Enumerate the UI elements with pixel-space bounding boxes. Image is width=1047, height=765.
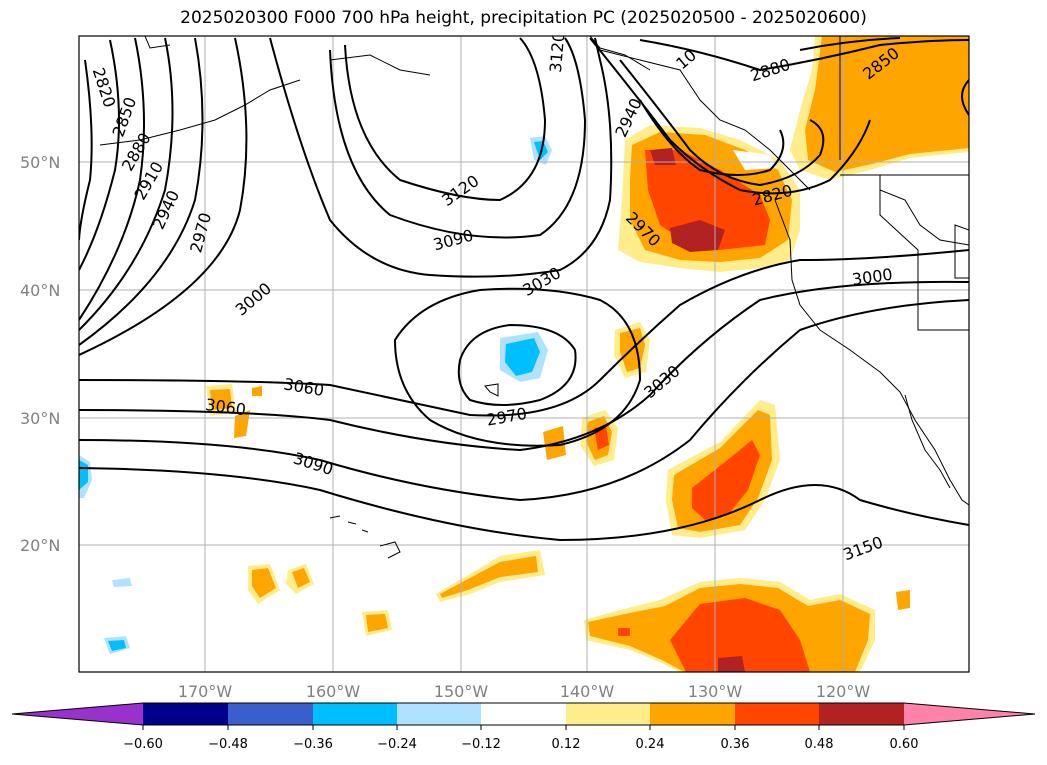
contour-label: 3120 (546, 31, 568, 73)
colorbar-tick-label: −0.48 (208, 737, 248, 752)
colorbar-tick-label: 0.12 (552, 737, 581, 752)
colorbar-swatch (650, 703, 735, 725)
height-contours (79, 37, 969, 542)
colorbar-tick-label: 0.36 (721, 737, 750, 752)
plot-frame (78, 35, 970, 673)
colorbar-swatch (228, 703, 313, 725)
lon-tick-label: 170°W (178, 682, 233, 701)
colorbar-swatch (735, 703, 819, 725)
lon-tick-label: 120°W (816, 682, 871, 701)
lat-tick-labels: 50°N 40°N 30°N 20°N (20, 153, 60, 555)
lon-tick-label: 130°W (688, 682, 743, 701)
lat-tick-label: 40°N (20, 281, 60, 300)
lon-tick-label: 150°W (434, 682, 489, 701)
lat-tick-label: 20°N (20, 536, 60, 555)
lon-tick-label: 160°W (306, 682, 361, 701)
colorbar: −0.60 −0.48 −0.36 −0.24 −0.12 0.12 0.24 … (11, 702, 1036, 752)
gridlines (79, 36, 969, 672)
lon-tick-labels: 170°W 160°W 150°W 140°W 130°W 120°W (178, 682, 871, 701)
colorbar-tick-label: −0.24 (377, 737, 417, 752)
colorbar-swatch (143, 703, 228, 725)
lat-tick-label: 50°N (20, 153, 60, 172)
colorbar-tick-label: 0.60 (890, 737, 919, 752)
colorbar-swatch (313, 703, 397, 725)
colorbar-swatch (819, 703, 904, 725)
colorbar-swatch (397, 703, 481, 725)
colorbar-swatch (481, 703, 566, 725)
map-title: 2025020300 F000 700 hPa height, precipit… (180, 8, 867, 28)
lon-tick-label: 140°W (560, 682, 615, 701)
colorbar-tick-label: −0.12 (461, 737, 501, 752)
colorbar-extend-left (12, 703, 143, 725)
colorbar-tick-label: 0.48 (805, 737, 834, 752)
colorbar-swatch (566, 703, 650, 725)
colorbar-tick-label: −0.60 (123, 737, 163, 752)
colorbar-tick-label: −0.36 (293, 737, 333, 752)
colorbar-tick-label: 0.24 (636, 737, 665, 752)
lat-tick-label: 30°N (20, 409, 60, 428)
colorbar-extend-right (904, 703, 1035, 725)
coastlines (99, 36, 969, 559)
